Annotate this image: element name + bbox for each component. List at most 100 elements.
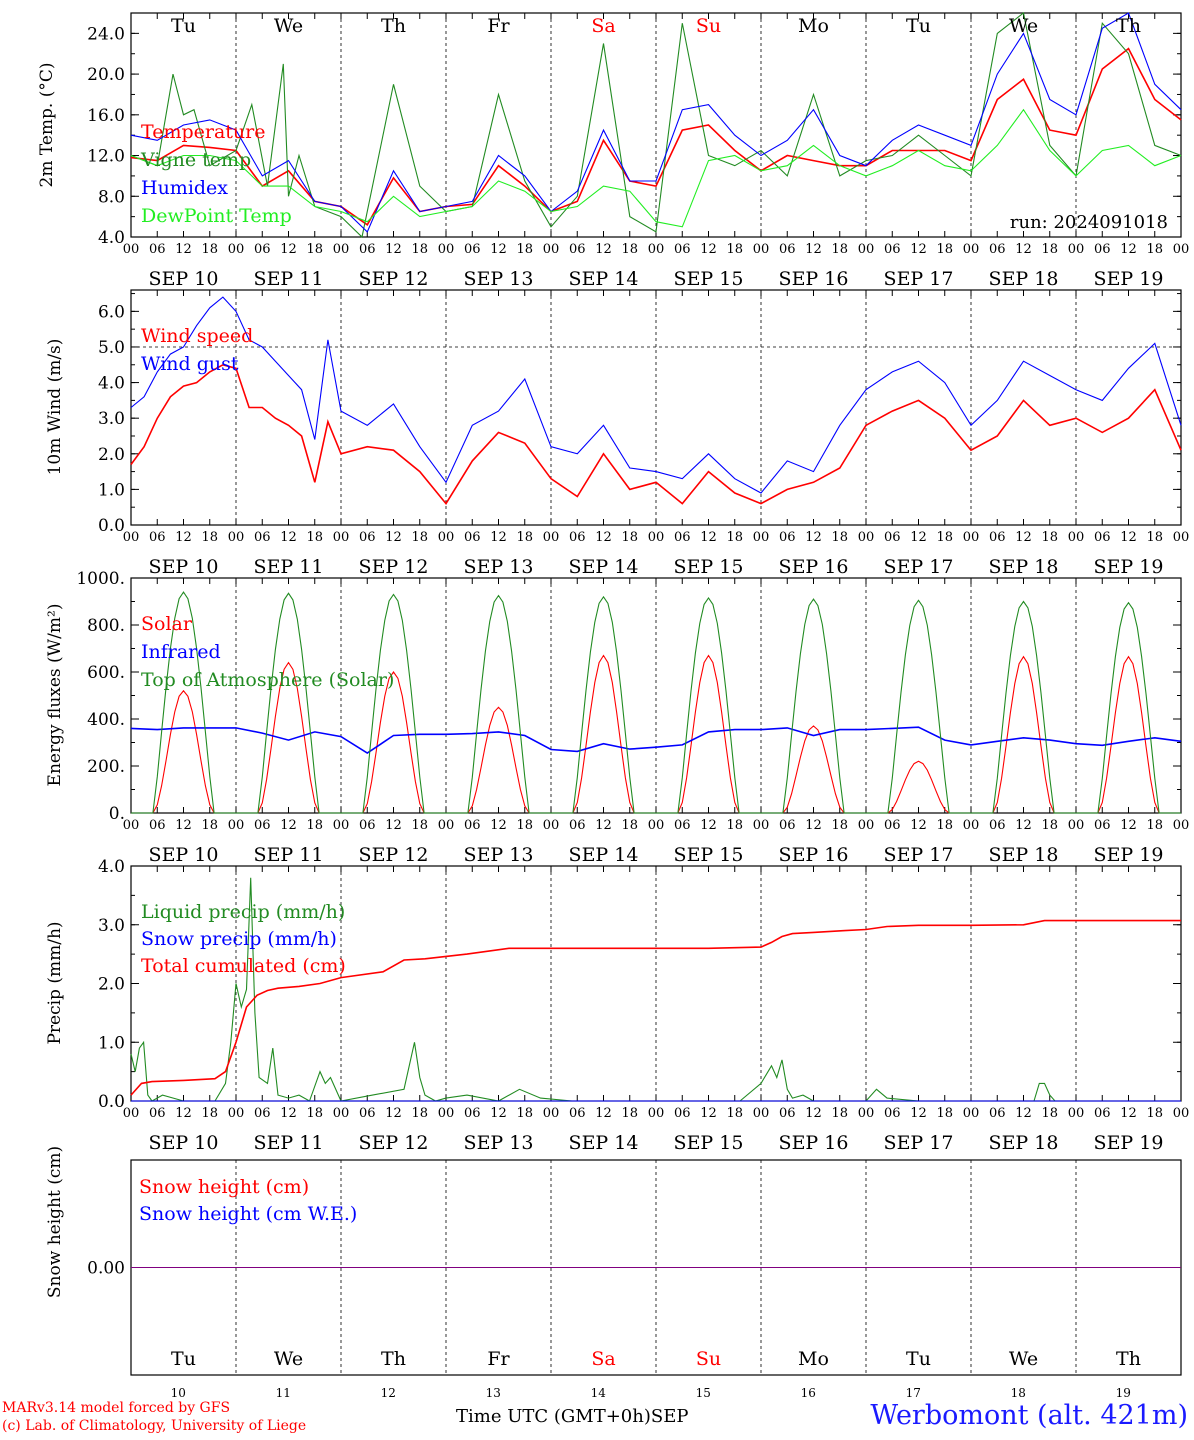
hour-tick-label: 18 <box>621 242 638 257</box>
weekday-label-top: Tu <box>906 15 931 37</box>
hour-tick-label: 06 <box>674 242 691 257</box>
y-tick-label: 1.0 <box>98 1033 125 1053</box>
hour-tick-label: 18 <box>411 530 428 545</box>
date-label: SEP 12 <box>359 268 429 290</box>
y-tick-label: 6.0 <box>98 302 125 322</box>
weekday-label-bottom: We <box>1009 1348 1038 1370</box>
legend-entry: Wind speed <box>141 325 253 347</box>
hour-tick-label: 12 <box>595 1106 612 1121</box>
hour-tick-label: 12 <box>595 242 612 257</box>
weekday-label-top: Sa <box>591 15 615 37</box>
hour-tick-label: 12 <box>805 530 822 545</box>
weekday-label-bottom: Tu <box>171 1348 196 1370</box>
hour-tick-label: 18 <box>306 242 323 257</box>
y-tick-label: 16.0 <box>87 106 125 126</box>
hour-tick-label: 18 <box>936 530 953 545</box>
hour-tick-label: 12 <box>175 530 192 545</box>
hour-tick-label: 00 <box>333 242 350 257</box>
date-label: SEP 11 <box>254 556 324 578</box>
hour-tick-label: 18 <box>411 242 428 257</box>
hour-tick-label: 00 <box>1173 1106 1190 1121</box>
hour-tick-label: 00 <box>1068 1106 1085 1121</box>
hour-tick-label: 06 <box>569 1106 586 1121</box>
hour-tick-label: 12 <box>175 1106 192 1121</box>
month-label: SEP <box>650 1406 689 1427</box>
hour-tick-label: 12 <box>490 530 507 545</box>
hour-tick-label: 18 <box>1041 530 1058 545</box>
panel-frame-temp <box>130 12 1182 238</box>
hour-tick-label: 18 <box>936 242 953 257</box>
hour-tick-label: 06 <box>779 1106 796 1121</box>
hour-tick-label: 00 <box>1173 818 1190 833</box>
hour-tick-label: 18 <box>936 818 953 833</box>
date-label: SEP 13 <box>464 1132 534 1154</box>
date-label: SEP 15 <box>674 268 744 290</box>
series-line-wind-speed <box>130 363 1182 505</box>
hour-tick-label: 18 <box>621 818 638 833</box>
series-line-infrared <box>130 726 1182 755</box>
hour-tick-label: 12 <box>280 1106 297 1121</box>
hour-tick-label: 00 <box>648 818 665 833</box>
y-tick-label: 24.0 <box>87 24 125 44</box>
hour-tick-label: 00 <box>648 530 665 545</box>
hour-tick-label: 06 <box>464 242 481 257</box>
hour-tick-label: 06 <box>464 1106 481 1121</box>
hour-tick-label: 12 <box>385 530 402 545</box>
date-label: SEP 15 <box>674 1132 744 1154</box>
weekday-label-top: Fr <box>487 15 510 37</box>
date-label: SEP 11 <box>254 844 324 866</box>
hour-tick-label: 12 <box>1015 242 1032 257</box>
hour-tick-label: 06 <box>149 530 166 545</box>
y-tick-label: 0.00 <box>87 1259 125 1279</box>
hour-tick-label: 00 <box>228 530 245 545</box>
hour-tick-label: 00 <box>648 242 665 257</box>
weekday-label-bottom: Sa <box>591 1348 615 1370</box>
weekday-label-bottom: Th <box>381 1348 406 1370</box>
weekday-label-top: We <box>274 15 303 37</box>
legend-entry: Snow height (cm W.E.) <box>139 1203 357 1225</box>
y-tick-label: 0.0 <box>98 516 125 536</box>
date-label: SEP 16 <box>779 844 849 866</box>
weekday-label-top: Th <box>381 15 406 37</box>
hour-tick-label: 06 <box>569 242 586 257</box>
hour-tick-label: 00 <box>963 818 980 833</box>
hour-tick-label: 18 <box>1041 242 1058 257</box>
hour-tick-label: 00 <box>333 1106 350 1121</box>
hour-tick-label: 18 <box>1146 1106 1163 1121</box>
hour-tick-label: 00 <box>543 818 560 833</box>
weekday-label-bottom: Su <box>696 1348 721 1370</box>
date-label: SEP 13 <box>464 556 534 578</box>
weekday-label-top: Mo <box>798 15 829 37</box>
hour-tick-label: 00 <box>438 1106 455 1121</box>
hour-tick-label: 18 <box>1041 818 1058 833</box>
hour-tick-label: 00 <box>1173 530 1190 545</box>
y-axis-label-wind: 10m Wind (m/s) <box>45 339 65 476</box>
legend-entry: Wind gust <box>141 353 239 375</box>
hour-tick-label: 12 <box>595 530 612 545</box>
date-label: SEP 18 <box>989 268 1059 290</box>
date-label: SEP 18 <box>989 556 1059 578</box>
series-line-liquid-precip-mm-h- <box>130 877 1181 1102</box>
hour-tick-label: 12 <box>385 242 402 257</box>
y-tick-label: 600. <box>87 663 125 683</box>
hour-tick-label: 06 <box>989 530 1006 545</box>
hour-tick-label: 18 <box>831 530 848 545</box>
hour-tick-label: 18 <box>306 818 323 833</box>
hour-tick-label: 06 <box>359 530 376 545</box>
legend-entry: Temperature <box>141 121 265 143</box>
hour-tick-label: 00 <box>543 1106 560 1121</box>
hour-tick-label: 00 <box>963 1106 980 1121</box>
hour-tick-label: 18 <box>516 818 533 833</box>
series-line-top-of-atmosphere-solar- <box>131 591 1181 814</box>
hour-tick-label: 18 <box>201 242 218 257</box>
hour-tick-label: 00 <box>333 530 350 545</box>
hour-tick-label: 12 <box>1015 1106 1032 1121</box>
day-number-label: 18 <box>1011 1386 1026 1400</box>
xaxis-title: Time UTC (GMT+0h) <box>456 1406 651 1427</box>
hour-tick-label: 00 <box>228 1106 245 1121</box>
hour-tick-label: 12 <box>700 1106 717 1121</box>
date-label: SEP 10 <box>149 844 219 866</box>
y-tick-label: 12.0 <box>87 147 125 167</box>
series-line-vigne-temp <box>130 12 1182 239</box>
